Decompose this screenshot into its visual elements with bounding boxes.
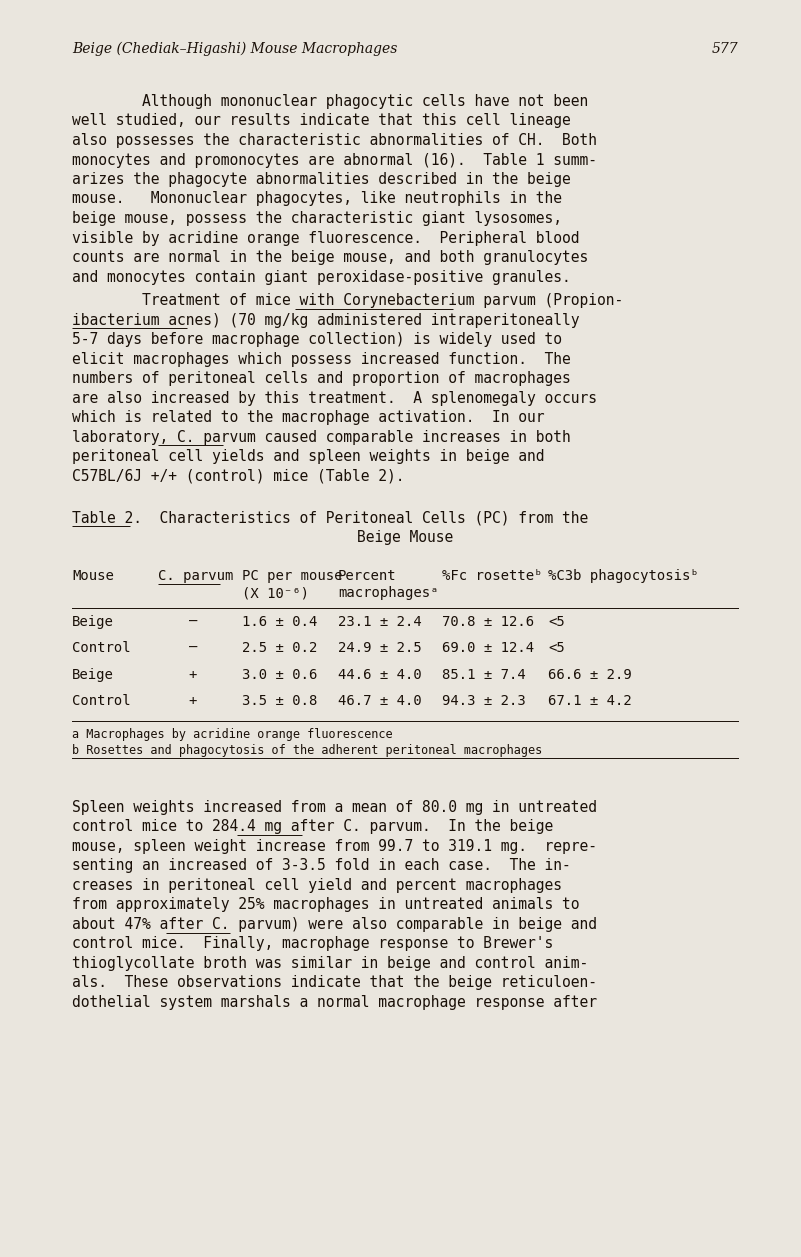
- Text: arizes the phagocyte abnormalities described in the beige: arizes the phagocyte abnormalities descr…: [72, 172, 571, 187]
- Text: b Rosettes and phagocytosis of the adherent peritoneal macrophages: b Rosettes and phagocytosis of the adher…: [72, 744, 542, 757]
- Text: which is related to the macrophage activation.  In our: which is related to the macrophage activ…: [72, 410, 545, 425]
- Text: laboratory, C. parvum caused comparable increases in both: laboratory, C. parvum caused comparable …: [72, 430, 571, 445]
- Text: 70.8 ± 12.6: 70.8 ± 12.6: [442, 615, 534, 628]
- Text: 2.5 ± 0.2: 2.5 ± 0.2: [242, 641, 317, 655]
- Text: control mice.  Finally, macrophage response to Brewer's: control mice. Finally, macrophage respon…: [72, 936, 553, 952]
- Text: and monocytes contain giant peroxidase-positive granules.: and monocytes contain giant peroxidase-p…: [72, 269, 571, 284]
- Text: thioglycollate broth was similar in beige and control anim-: thioglycollate broth was similar in beig…: [72, 955, 588, 970]
- Text: Table 2.  Characteristics of Peritoneal Cells (PC) from the: Table 2. Characteristics of Peritoneal C…: [72, 510, 588, 525]
- Text: (X 10⁻⁶): (X 10⁻⁶): [242, 586, 309, 600]
- Text: +: +: [189, 694, 197, 708]
- Text: mouse, spleen weight increase from 99.7 to 319.1 mg.  repre-: mouse, spleen weight increase from 99.7 …: [72, 838, 597, 854]
- Text: ibacterium acnes) (70 mg/kg administered intraperitoneally: ibacterium acnes) (70 mg/kg administered…: [72, 313, 579, 328]
- Text: 44.6 ± 4.0: 44.6 ± 4.0: [338, 667, 422, 681]
- Text: Control: Control: [72, 694, 131, 708]
- Text: –: –: [189, 641, 197, 655]
- Text: Although mononuclear phagocytic cells have not been: Although mononuclear phagocytic cells ha…: [72, 94, 588, 109]
- Text: 1.6 ± 0.4: 1.6 ± 0.4: [242, 615, 317, 628]
- Text: numbers of peritoneal cells and proportion of macrophages: numbers of peritoneal cells and proporti…: [72, 371, 571, 386]
- Text: <5: <5: [548, 641, 565, 655]
- Text: C57BL/6J +/+ (control) mice (Table 2).: C57BL/6J +/+ (control) mice (Table 2).: [72, 469, 405, 484]
- Text: 67.1 ± 4.2: 67.1 ± 4.2: [548, 694, 632, 708]
- Text: –: –: [189, 615, 197, 628]
- Text: Percent: Percent: [338, 568, 396, 582]
- Text: control mice to 284.4 mg after C. parvum.  In the beige: control mice to 284.4 mg after C. parvum…: [72, 820, 553, 835]
- Text: Control: Control: [72, 641, 131, 655]
- Text: are also increased by this treatment.  A splenomegaly occurs: are also increased by this treatment. A …: [72, 391, 597, 406]
- Text: 94.3 ± 2.3: 94.3 ± 2.3: [442, 694, 525, 708]
- Text: als.  These observations indicate that the beige reticuloen-: als. These observations indicate that th…: [72, 975, 597, 991]
- Text: Beige Mouse: Beige Mouse: [357, 529, 453, 544]
- Text: %Fc rosetteᵇ: %Fc rosetteᵇ: [442, 568, 542, 582]
- Text: about 47% after C. parvum) were also comparable in beige and: about 47% after C. parvum) were also com…: [72, 916, 597, 931]
- Text: senting an increased of 3-3.5 fold in each case.  The in-: senting an increased of 3-3.5 fold in ea…: [72, 859, 571, 874]
- Text: a Macrophages by acridine orange fluorescence: a Macrophages by acridine orange fluores…: [72, 728, 392, 740]
- Text: peritoneal cell yields and spleen weights in beige and: peritoneal cell yields and spleen weight…: [72, 449, 545, 464]
- Text: macrophagesᵃ: macrophagesᵃ: [338, 586, 438, 600]
- Text: 66.6 ± 2.9: 66.6 ± 2.9: [548, 667, 632, 681]
- Text: 24.9 ± 2.5: 24.9 ± 2.5: [338, 641, 422, 655]
- Text: beige mouse, possess the characteristic giant lysosomes,: beige mouse, possess the characteristic …: [72, 211, 562, 226]
- Text: PC per mouse: PC per mouse: [242, 568, 343, 582]
- Text: Beige: Beige: [72, 615, 114, 628]
- Text: 85.1 ± 7.4: 85.1 ± 7.4: [442, 667, 525, 681]
- Text: Treatment of mice with Corynebacterium parvum (Propion-: Treatment of mice with Corynebacterium p…: [72, 293, 623, 308]
- Text: elicit macrophages which possess increased function.  The: elicit macrophages which possess increas…: [72, 352, 571, 367]
- Text: creases in peritoneal cell yield and percent macrophages: creases in peritoneal cell yield and per…: [72, 877, 562, 892]
- Text: +: +: [189, 667, 197, 681]
- Text: 69.0 ± 12.4: 69.0 ± 12.4: [442, 641, 534, 655]
- Text: dothelial system marshals a normal macrophage response after: dothelial system marshals a normal macro…: [72, 994, 597, 1009]
- Text: %C3b phagocytosisᵇ: %C3b phagocytosisᵇ: [548, 568, 698, 582]
- Text: counts are normal in the beige mouse, and both granulocytes: counts are normal in the beige mouse, an…: [72, 250, 588, 265]
- Text: Spleen weights increased from a mean of 80.0 mg in untreated: Spleen weights increased from a mean of …: [72, 799, 597, 815]
- Text: also possesses the characteristic abnormalities of CH.  Both: also possesses the characteristic abnorm…: [72, 133, 597, 148]
- Text: Beige: Beige: [72, 667, 114, 681]
- Text: mouse.   Mononuclear phagocytes, like neutrophils in the: mouse. Mononuclear phagocytes, like neut…: [72, 191, 562, 206]
- Text: from approximately 25% macrophages in untreated animals to: from approximately 25% macrophages in un…: [72, 897, 579, 913]
- Text: 5-7 days before macrophage collection) is widely used to: 5-7 days before macrophage collection) i…: [72, 332, 562, 347]
- Text: <5: <5: [548, 615, 565, 628]
- Text: 46.7 ± 4.0: 46.7 ± 4.0: [338, 694, 422, 708]
- Text: visible by acridine orange fluorescence.  Peripheral blood: visible by acridine orange fluorescence.…: [72, 230, 579, 245]
- Text: 577: 577: [711, 41, 738, 57]
- Text: C. parvum: C. parvum: [158, 568, 233, 582]
- Text: 23.1 ± 2.4: 23.1 ± 2.4: [338, 615, 422, 628]
- Text: well studied, our results indicate that this cell lineage: well studied, our results indicate that …: [72, 113, 571, 128]
- Text: 3.0 ± 0.6: 3.0 ± 0.6: [242, 667, 317, 681]
- Text: Mouse: Mouse: [72, 568, 114, 582]
- Text: monocytes and promonocytes are abnormal (16).  Table 1 summ-: monocytes and promonocytes are abnormal …: [72, 152, 597, 167]
- Text: 3.5 ± 0.8: 3.5 ± 0.8: [242, 694, 317, 708]
- Text: Beige (Chediak–Higashi) Mouse Macrophages: Beige (Chediak–Higashi) Mouse Macrophage…: [72, 41, 397, 57]
